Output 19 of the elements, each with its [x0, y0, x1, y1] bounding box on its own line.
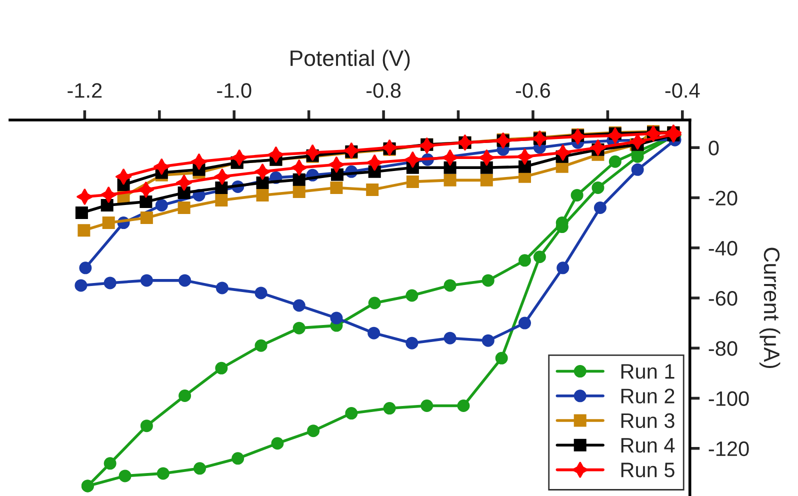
y-tick-label: -40	[708, 240, 738, 256]
x-tick-label: -0.4	[665, 83, 700, 98]
x-tick-label: -1.2	[68, 83, 102, 98]
legend-label: Run 4	[621, 438, 675, 453]
y-tick-label: -120	[708, 441, 749, 456]
y-tick-label: -80	[708, 341, 738, 356]
legend-label: Run 5	[621, 462, 674, 478]
x-axis-title: Potential (V)	[290, 50, 410, 70]
y-tick-label: -20	[708, 190, 738, 206]
x-tick-label: -1.0	[217, 83, 252, 98]
y-tick-label: 0	[708, 140, 719, 156]
legend-label: Run 1	[621, 364, 674, 379]
y-tick-label: -100	[708, 391, 749, 406]
y-tick-label: -60	[708, 290, 738, 306]
y-axis-title: Current (μA)	[759, 248, 780, 368]
x-tick-label: -0.6	[516, 83, 550, 98]
legend-label: Run 3	[621, 413, 674, 428]
x-tick-label: -0.8	[366, 83, 401, 98]
legend-label: Run 2	[621, 388, 674, 404]
